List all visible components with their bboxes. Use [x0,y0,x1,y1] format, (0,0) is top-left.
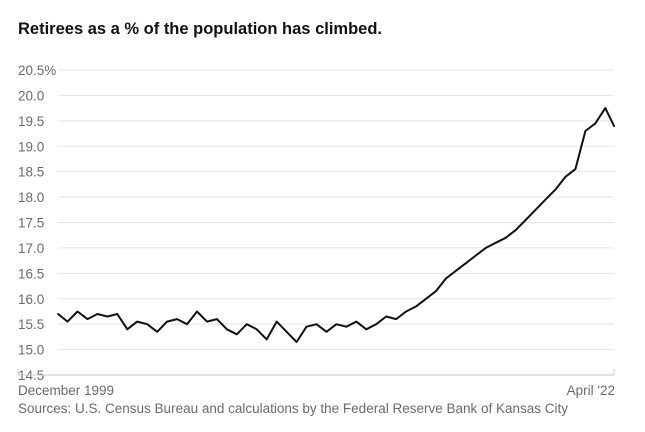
y-tick-label: 15.5 [18,317,44,332]
x-tick-label-start: December 1999 [18,383,114,398]
y-axis-ticks: 14.515.015.516.016.517.017.518.018.519.0… [18,63,56,383]
y-tick-label: 20.0 [18,88,44,103]
source-note: Sources: U.S. Census Bureau and calculat… [18,401,569,416]
chart-title: Retirees as a % of the population has cl… [18,20,382,38]
y-tick-label: 18.0 [18,190,44,205]
y-tick-label: 19.0 [18,139,44,154]
y-tick-label: 17.0 [18,241,44,256]
y-tick-label: 19.5 [18,114,44,129]
series-line [57,107,615,343]
y-tick-label: 18.5 [18,165,44,180]
x-axis: December 1999 April '22 [17,369,615,398]
y-tick-label: 20.5% [18,63,56,78]
y-tick-label: 16.0 [18,292,44,307]
x-tick-label-end: April '22 [567,383,615,398]
series-layer [57,107,615,343]
y-tick-label: 15.0 [18,343,44,358]
y-tick-label: 16.5 [18,266,44,281]
gridlines [58,69,614,351]
y-tick-label: 17.5 [18,216,44,231]
